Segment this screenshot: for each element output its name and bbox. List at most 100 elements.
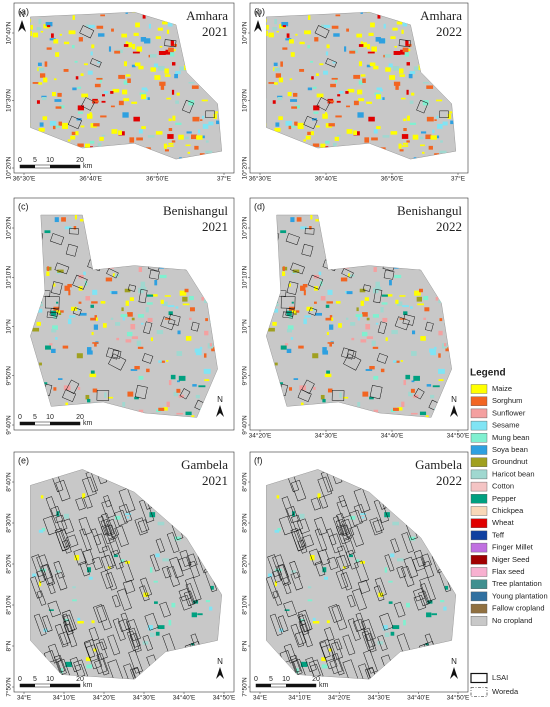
lsai-outline	[82, 549, 95, 566]
lon-label: 36°30'E	[249, 175, 272, 183]
crop-patch	[111, 129, 118, 134]
crop-patch	[300, 402, 304, 406]
lsai-outline	[393, 601, 406, 618]
crop-patch	[345, 91, 349, 94]
crop-patch	[326, 620, 330, 624]
crop-patch	[51, 328, 57, 333]
crop-patch	[274, 581, 277, 587]
crop-patch	[131, 317, 135, 321]
lsai-outline	[55, 479, 71, 502]
crop-patch	[370, 22, 375, 28]
north-label: N	[451, 395, 457, 404]
crop-patch	[125, 300, 129, 306]
crop-patch	[90, 51, 93, 56]
scale-label: 5	[33, 676, 37, 683]
crop-patch	[403, 380, 407, 386]
lsai-outline	[347, 618, 361, 641]
crop-patch	[112, 88, 120, 93]
crop-patch	[286, 310, 292, 316]
crop-patch	[290, 99, 298, 102]
crop-patch	[41, 95, 47, 98]
crop-patch	[159, 81, 166, 86]
crop-patch	[188, 81, 195, 84]
crop-patch	[197, 129, 201, 134]
lsai-outline	[149, 269, 160, 280]
lsai-outline	[190, 321, 200, 332]
crop-patch	[87, 70, 93, 75]
crop-patch	[392, 407, 399, 411]
crop-patch	[191, 612, 197, 618]
crop-patch	[310, 215, 313, 220]
crop-patch	[188, 100, 195, 106]
lsai-outline	[62, 609, 77, 632]
lat-label: 8°N	[241, 640, 249, 651]
lsai-outline	[361, 619, 376, 642]
crop-patch	[290, 125, 296, 128]
lsai-outline	[352, 588, 367, 611]
crop-patch	[335, 14, 341, 17]
lsai-outline	[185, 576, 202, 603]
crop-patch	[168, 380, 172, 386]
crop-patch	[323, 70, 329, 75]
lat-label: 9°50'N	[5, 366, 13, 386]
scale-label: 0	[18, 157, 22, 164]
crop-patch	[46, 271, 50, 276]
crop-patch	[65, 661, 72, 667]
lat-label: 10°20'N	[5, 216, 13, 239]
crop-patch	[308, 15, 311, 20]
crop-patch	[63, 619, 69, 622]
crop-patch	[382, 625, 388, 631]
crop-patch	[146, 294, 154, 297]
crop-patch	[32, 573, 37, 577]
crop-patch	[166, 29, 170, 34]
crop-patch	[36, 321, 41, 326]
lsai-outline	[107, 634, 121, 656]
crop-patch	[164, 149, 169, 152]
crop-patch	[111, 291, 118, 295]
crop-patch	[347, 88, 355, 93]
crop-patch	[414, 290, 421, 296]
lsai-outline	[205, 110, 215, 119]
year: 2021	[202, 473, 228, 488]
lsai-outline	[48, 643, 62, 664]
crop-patch	[371, 137, 378, 141]
crop-patch	[186, 131, 192, 134]
crop-patch	[430, 350, 436, 356]
legend-swatch	[470, 530, 488, 541]
lsai-outline	[155, 538, 166, 553]
lsai-outline	[354, 560, 369, 583]
lsai-outline	[88, 627, 100, 642]
crop-patch	[166, 401, 170, 408]
north-arrow	[450, 405, 458, 417]
crop-patch	[324, 576, 329, 580]
crop-patch	[185, 411, 192, 416]
crop-patch	[30, 18, 32, 23]
crop-patch	[333, 33, 340, 37]
crop-patch	[146, 302, 153, 305]
crop-patch	[39, 362, 42, 366]
crop-patch	[158, 407, 165, 411]
crop-patch	[362, 312, 368, 317]
crop-patch	[191, 85, 199, 89]
lsai-outline	[342, 659, 359, 680]
crop-patch	[282, 47, 288, 50]
crop-patch	[41, 527, 46, 532]
legend-swatch	[470, 591, 488, 602]
crop-patch	[59, 33, 62, 36]
crop-patch	[87, 146, 93, 149]
lon-label: 34°20'E	[249, 432, 272, 440]
crop-patch	[419, 136, 424, 140]
crop-patch	[322, 113, 328, 119]
legend-label: Mung bean	[492, 433, 530, 442]
lsai-outline	[179, 388, 191, 400]
lon-label: 36°40'E	[79, 175, 102, 183]
crop-patch	[299, 68, 305, 72]
lsai-outline	[118, 503, 133, 523]
crop-patch	[136, 340, 141, 347]
crop-patch	[321, 664, 328, 669]
crop-patch	[70, 135, 76, 140]
crop-patch	[364, 297, 369, 301]
legend-label: Maize	[492, 384, 512, 393]
crop-patch	[203, 368, 211, 374]
lsai-outline	[327, 556, 339, 570]
